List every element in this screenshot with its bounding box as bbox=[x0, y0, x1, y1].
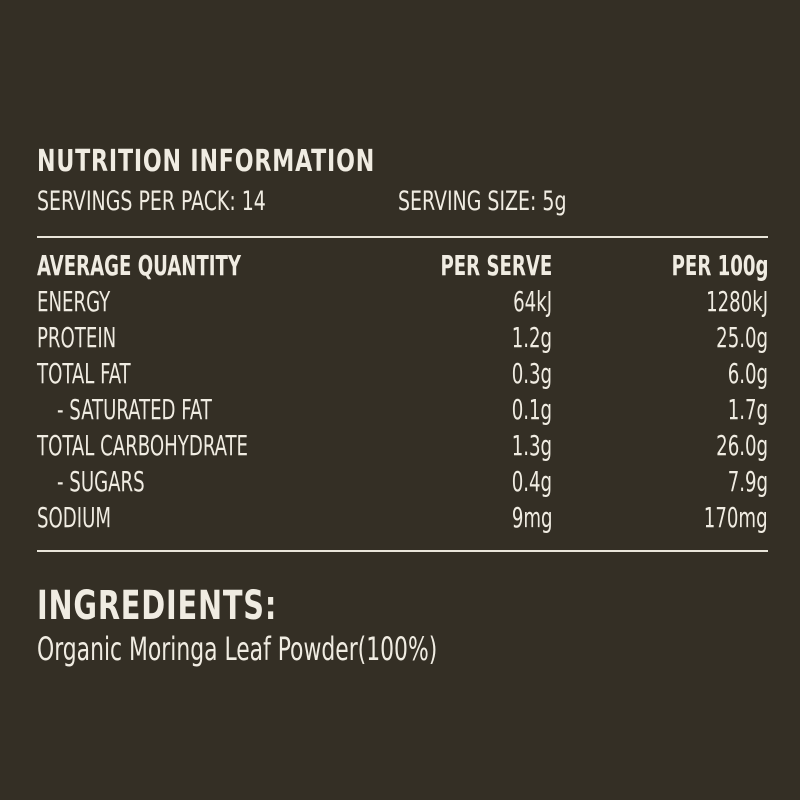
per-100g-value: 6.0g bbox=[727, 357, 768, 390]
per-100g-value: 25.0g bbox=[716, 321, 768, 354]
column-header-average-quantity: AVERAGE QUANTITY bbox=[37, 249, 242, 282]
per-serve-value: 9mg bbox=[511, 501, 553, 534]
nutrient-name: TOTAL CARBOHYDRATE bbox=[37, 429, 248, 462]
per-100g-value: 1280kJ bbox=[706, 285, 768, 318]
nutrient-name: ENERGY bbox=[37, 285, 111, 318]
nutrient-name: PROTEIN bbox=[37, 321, 117, 354]
table-row: - SATURATED FAT 0.1g 1.7g bbox=[37, 392, 768, 428]
nutrient-name: - SUGARS bbox=[57, 465, 145, 498]
per-serve-value: 0.4g bbox=[511, 465, 553, 498]
column-header-per-100g: PER 100g bbox=[671, 249, 768, 282]
per-serve-value: 1.3g bbox=[511, 429, 553, 462]
ingredients-text: Organic Moringa Leaf Powder(100%) bbox=[37, 630, 438, 668]
ingredients-title: INGREDIENTS: bbox=[37, 583, 278, 629]
per-100g-value: 7.9g bbox=[727, 465, 768, 498]
column-header-per-serve: PER SERVE bbox=[440, 249, 553, 282]
per-serve-value: 0.3g bbox=[511, 357, 553, 390]
table-row: TOTAL CARBOHYDRATE 1.3g 26.0g bbox=[37, 428, 768, 464]
per-100g-value: 170mg bbox=[704, 501, 768, 534]
serving-size: SERVING SIZE: 5g bbox=[398, 186, 567, 217]
per-100g-value: 26.0g bbox=[716, 429, 768, 462]
per-100g-value: 1.7g bbox=[727, 393, 768, 426]
servings-per-pack: SERVINGS PER PACK: 14 bbox=[37, 186, 266, 217]
table-row: ENERGY 64kJ 1280kJ bbox=[37, 284, 768, 320]
bottom-divider bbox=[37, 550, 768, 552]
table-header-row: AVERAGE QUANTITY PER SERVE PER 100g bbox=[37, 248, 768, 284]
per-serve-value: 1.2g bbox=[511, 321, 553, 354]
per-serve-value: 0.1g bbox=[511, 393, 553, 426]
nutrient-name: SODIUM bbox=[37, 501, 112, 534]
nutrition-table: AVERAGE QUANTITY PER SERVE PER 100g ENER… bbox=[37, 248, 768, 536]
nutrition-title: NUTRITION INFORMATION bbox=[37, 144, 376, 179]
top-divider bbox=[37, 236, 768, 238]
nutrient-name: TOTAL FAT bbox=[37, 357, 131, 390]
table-row: TOTAL FAT 0.3g 6.0g bbox=[37, 356, 768, 392]
per-serve-value: 64kJ bbox=[513, 285, 553, 318]
table-row: PROTEIN 1.2g 25.0g bbox=[37, 320, 768, 356]
nutrient-name: - SATURATED FAT bbox=[57, 393, 212, 426]
table-row: - SUGARS 0.4g 7.9g bbox=[37, 464, 768, 500]
table-row: SODIUM 9mg 170mg bbox=[37, 500, 768, 536]
